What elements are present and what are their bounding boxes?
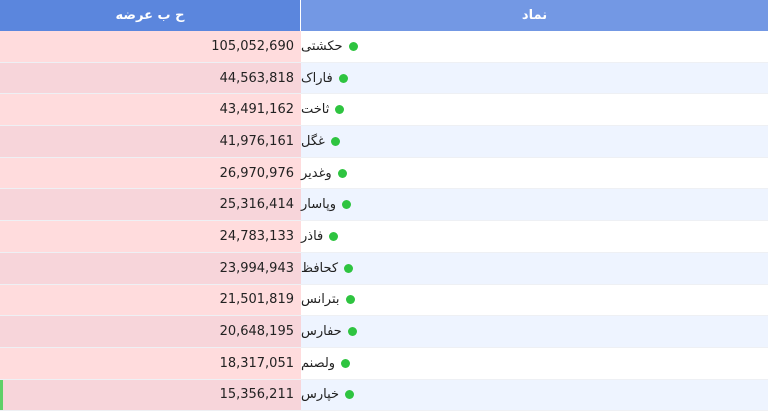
symbol-cell[interactable]: وغدیر <box>301 157 768 189</box>
supply-value: 105,052,690 <box>0 31 301 62</box>
table-row[interactable]: 26,970,976 وغدیر <box>0 157 768 190</box>
symbol-cell[interactable]: کحافظ <box>301 252 768 284</box>
table-row[interactable]: 23,994,943 کحافظ <box>0 252 768 285</box>
table-header: ح ب عرضه نماد <box>0 0 768 31</box>
status-dot-icon <box>335 105 345 115</box>
supply-value: 15,356,211 <box>0 379 301 411</box>
symbol-cell[interactable]: بترانس <box>301 284 768 316</box>
status-dot-icon <box>348 41 358 51</box>
symbol-cell[interactable]: وپاسار <box>301 189 768 221</box>
symbol-name[interactable]: خپارس <box>301 387 340 403</box>
supply-value: 43,491,162 <box>0 94 301 126</box>
status-dot-icon <box>341 358 351 368</box>
status-dot-icon <box>344 263 354 273</box>
status-dot-icon <box>347 327 357 337</box>
table-row[interactable]: 21,501,819 بترانس <box>0 284 768 317</box>
symbol-name[interactable]: ثاخت <box>301 102 330 118</box>
symbol-name[interactable]: وغدیر <box>301 165 332 181</box>
symbol-cell[interactable]: حکشتی <box>301 31 768 62</box>
symbol-name[interactable]: حکشتی <box>301 38 343 54</box>
symbol-name[interactable]: وپاسار <box>301 197 336 213</box>
table-row[interactable]: 15,356,211 خپارس <box>0 379 768 412</box>
supply-value: 20,648,195 <box>0 316 301 347</box>
table-row[interactable]: 20,648,195 حفارس <box>0 316 768 348</box>
symbol-cell[interactable]: ولصنم <box>301 347 768 379</box>
status-dot-icon <box>330 136 340 146</box>
supply-value: 18,317,051 <box>0 347 301 379</box>
table-row[interactable]: 25,316,414 وپاسار <box>0 189 768 222</box>
status-dot-icon <box>338 73 348 83</box>
table-row[interactable]: 105,052,690 حکشتی <box>0 31 768 63</box>
status-dot-icon <box>345 390 355 400</box>
supply-value: 24,783,133 <box>0 221 301 252</box>
symbol-name[interactable]: کحافظ <box>301 260 339 276</box>
symbol-cell[interactable]: حفارس <box>301 316 768 347</box>
supply-value: 26,970,976 <box>0 157 301 189</box>
symbol-cell[interactable]: فاذر <box>301 221 768 252</box>
column-header-symbol[interactable]: نماد <box>301 0 768 31</box>
symbol-cell[interactable]: غگل <box>301 126 768 157</box>
table-row[interactable]: 18,317,051 ولصنم <box>0 347 768 380</box>
column-header-supply[interactable]: ح ب عرضه <box>0 0 301 31</box>
table-row[interactable]: 43,491,162 ثاخت <box>0 94 768 127</box>
status-dot-icon <box>337 168 347 178</box>
symbol-name[interactable]: ولصنم <box>301 355 336 371</box>
supply-value: 23,994,943 <box>0 252 301 284</box>
table-row[interactable]: 41,976,161 غگل <box>0 126 768 158</box>
symbol-name[interactable]: فاذر <box>301 228 324 244</box>
symbol-cell[interactable]: ثاخت <box>301 94 768 126</box>
supply-value: 25,316,414 <box>0 189 301 221</box>
status-dot-icon <box>345 295 355 305</box>
symbol-cell[interactable]: خپارس <box>301 379 768 411</box>
status-dot-icon <box>329 231 339 241</box>
symbol-name[interactable]: فاراک <box>301 70 333 86</box>
status-dot-icon <box>342 200 351 210</box>
table-row[interactable]: 24,783,133 فاذر <box>0 221 768 253</box>
supply-value: 41,976,161 <box>0 126 301 157</box>
symbol-name[interactable]: بترانس <box>301 292 340 308</box>
symbol-name[interactable]: غگل <box>301 133 325 149</box>
symbol-name[interactable]: حفارس <box>301 324 342 340</box>
supply-value: 21,501,819 <box>0 284 301 316</box>
table-row[interactable]: 44,563,818 فاراک <box>0 62 768 95</box>
symbol-cell[interactable]: فاراک <box>301 62 768 94</box>
supply-value: 44,563,818 <box>0 62 301 94</box>
